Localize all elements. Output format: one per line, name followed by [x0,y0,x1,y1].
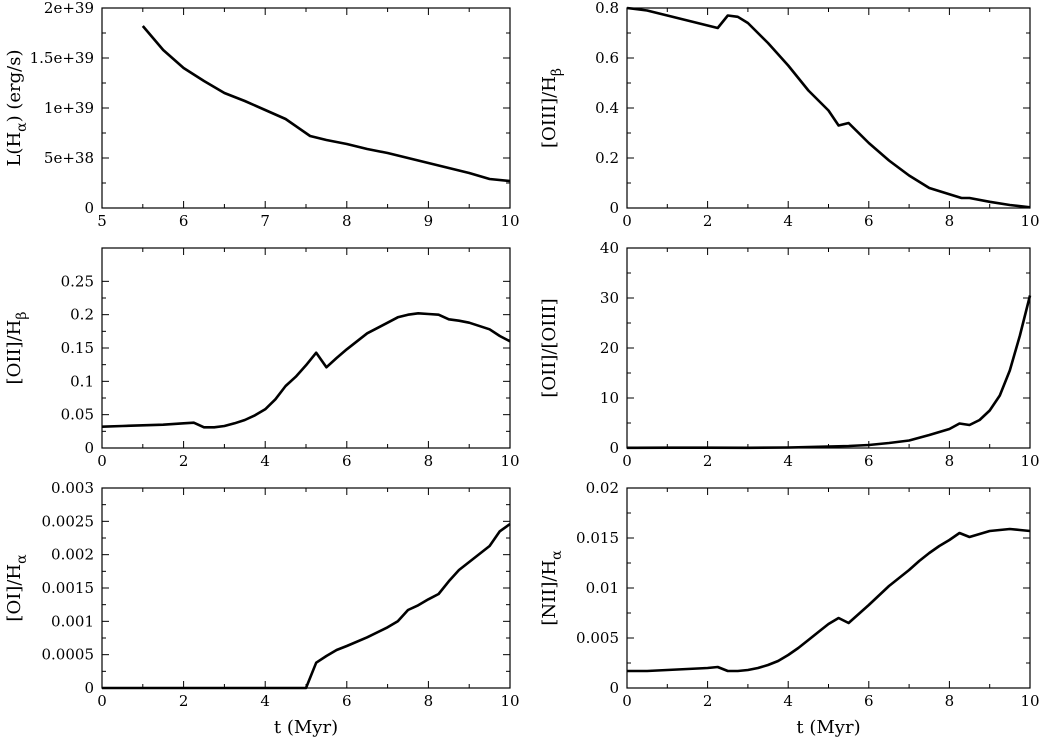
y-tick-label: 0.1 [70,372,94,390]
y-tick-label: 0.4 [595,99,619,117]
x-tick-label: 10 [1020,452,1039,470]
y-tick-label: 20 [600,339,619,357]
series-line [141,25,511,183]
x-tick-label: 6 [179,212,189,230]
y-tick-label: 1.5e+39 [30,49,94,67]
y-tick-label: 1e+39 [44,99,94,117]
x-tick-label: 4 [783,212,793,230]
y-tick-label: 0.002 [51,546,94,564]
series-line [101,311,511,429]
series-line [627,527,1031,673]
x-tick-label: 8 [424,692,434,710]
x-tick-label: 0 [622,212,632,230]
x-tick-label: 8 [424,452,434,470]
x-tick-label: 2 [703,692,713,710]
y-tick-label: 0 [84,439,94,457]
x-tick-label: 4 [783,452,793,470]
y-tick-label: 0.003 [51,479,94,497]
y-tick-label: 0.2 [70,306,94,324]
x-tick-label: 5 [97,212,107,230]
x-tick-label: 4 [260,452,270,470]
y-tick-label: 0.2 [595,149,619,167]
series-line [626,6,1031,209]
y-axis-label: [OII]/Hβ [4,312,30,385]
x-tick-label: 8 [342,212,352,230]
x-tick-label: 4 [260,692,270,710]
series-line [102,522,511,690]
x-tick-label: 2 [179,692,189,710]
x-tick-label: 4 [783,692,793,710]
y-tick-label: 0 [609,439,619,457]
x-tick-label: 9 [424,212,434,230]
x-tick-label: 10 [1020,212,1039,230]
x-tick-label: 0 [97,452,107,470]
x-tick-label: 10 [500,212,519,230]
panel-3: 0 2 4 6 8 10 0 0.05 0.1 0.15 0.2 0.25 [OII]/Hβ [4,247,520,470]
y-tick-label: 0.0025 [42,512,95,530]
y-tick-label: 0.015 [576,529,619,547]
y-axis-label: [OII]/[OIII] [539,298,560,397]
y-axis-label: [OI]/Hα [4,554,30,622]
plot-frame [626,7,1031,209]
plot-frame [626,247,1031,449]
y-tick-label: 0.01 [586,579,619,597]
y-tick-label: 0.02 [586,479,619,497]
x-tick-label: 6 [864,452,874,470]
x-tick-label: 10 [500,692,519,710]
y-tick-label: 0.25 [61,272,94,290]
x-tick-label: 2 [703,452,713,470]
y-tick-label: 0.0005 [42,646,95,664]
y-tick-label: 0 [84,199,94,217]
y-tick-label: 0.05 [61,406,94,424]
y-tick-label: 0.0015 [42,579,95,597]
x-tick-label: 6 [864,212,874,230]
y-tick-label: 0.15 [61,339,94,357]
series-line [626,295,1032,450]
x-tick-label: 0 [97,692,107,710]
panel-1: 5 6 7 8 9 10 0 5e+38 1e+39 1.5e+39 2e+39 L(Hα) (erg… [4,0,520,230]
x-tick-label: 10 [500,452,519,470]
y-tick-label: 0.8 [595,0,619,17]
y-axis-label: L(Hα) (erg/s) [4,49,30,166]
y-tick-label: 0 [609,199,619,217]
x-tick-label: 0 [622,452,632,470]
x-tick-label: 10 [1020,692,1039,710]
x-axis-label: t (Myr) [796,717,860,738]
y-tick-label: 0 [609,679,619,697]
y-tick-label: 0.005 [576,629,619,647]
y-tick-label: 5e+38 [44,149,94,167]
y-axis-label: [OIII]/Hβ [539,68,565,148]
y-tick-label: 40 [600,239,619,257]
x-tick-label: 6 [342,692,352,710]
y-tick-label: 0.001 [51,612,94,630]
x-tick-label: 2 [703,212,713,230]
panel-5: 0 2 4 6 8 10 0 0.0005 0.001 0.0015 0.002 0.0025 0.00… [4,479,520,738]
plot-frame [626,487,1031,689]
panel-6: 0 2 4 6 8 10 0 0.005 0.01 0.015 0.02 [NII]/Hα t (Myr… [539,479,1040,738]
plot-frame [101,247,511,449]
plot-frame [101,487,511,689]
x-axis-label: t (Myr) [274,717,338,738]
x-tick-label: 8 [945,212,955,230]
y-tick-label: 10 [600,389,619,407]
y-tick-label: 2e+39 [44,0,94,17]
y-tick-label: 30 [600,289,619,307]
panel-2: 0 2 4 6 8 10 0 0.2 0.4 0.6 0.8 [OIII]/Hβ [539,0,1040,230]
x-tick-label: 6 [864,692,874,710]
x-tick-label: 8 [945,452,955,470]
x-tick-label: 2 [179,452,189,470]
x-tick-label: 7 [260,212,270,230]
y-tick-label: 0 [84,679,94,697]
y-tick-label: 0.6 [595,49,619,67]
panel-4: 0 2 4 6 8 10 0 10 20 30 40 [OII]/[OIII] [539,239,1040,470]
plot-frame [101,7,511,209]
x-tick-label: 0 [622,692,632,710]
x-tick-label: 8 [945,692,955,710]
x-tick-label: 6 [342,452,352,470]
y-axis-label: [NII]/Hα [539,550,565,626]
